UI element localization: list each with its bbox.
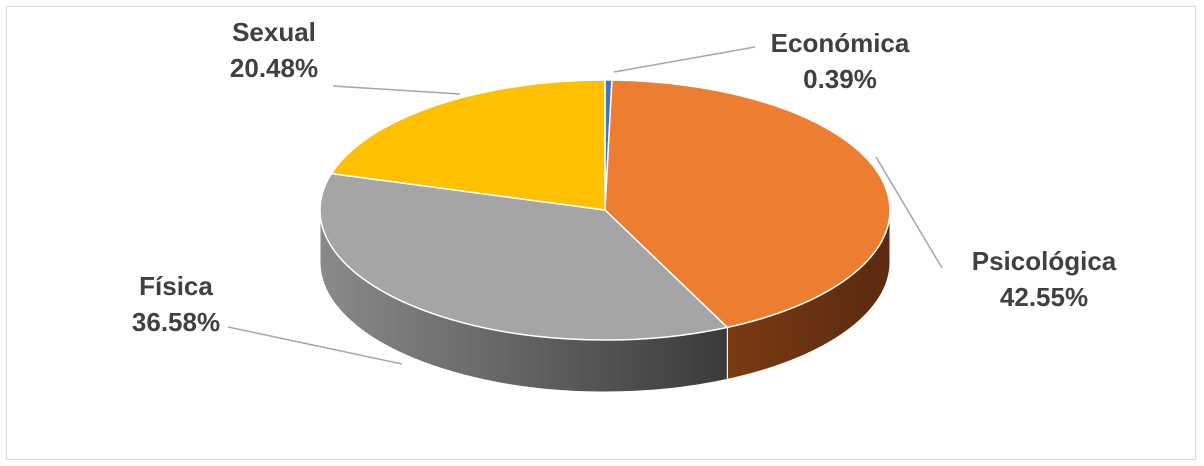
data-label-value-sexual: 20.48% <box>230 53 318 83</box>
slice-sexual <box>330 79 606 211</box>
data-label-name-fisica: Física <box>139 271 213 301</box>
leader-line-economica <box>613 46 756 73</box>
data-label-name-psicologica: Psicológica <box>972 246 1117 276</box>
data-label-value-fisica: 36.58% <box>132 307 220 337</box>
leader-line-fisica <box>227 326 403 365</box>
leader-line-sexual <box>332 85 461 95</box>
slice-psicologica <box>604 79 891 329</box>
leader-line-psicologica <box>875 156 943 269</box>
data-label-value-psicologica: 42.55% <box>1000 282 1088 312</box>
data-label-value-economica: 0.39% <box>803 64 877 94</box>
data-label-name-economica: Económica <box>771 28 910 58</box>
data-label-name-sexual: Sexual <box>232 17 316 47</box>
slice-fisica <box>319 172 729 341</box>
